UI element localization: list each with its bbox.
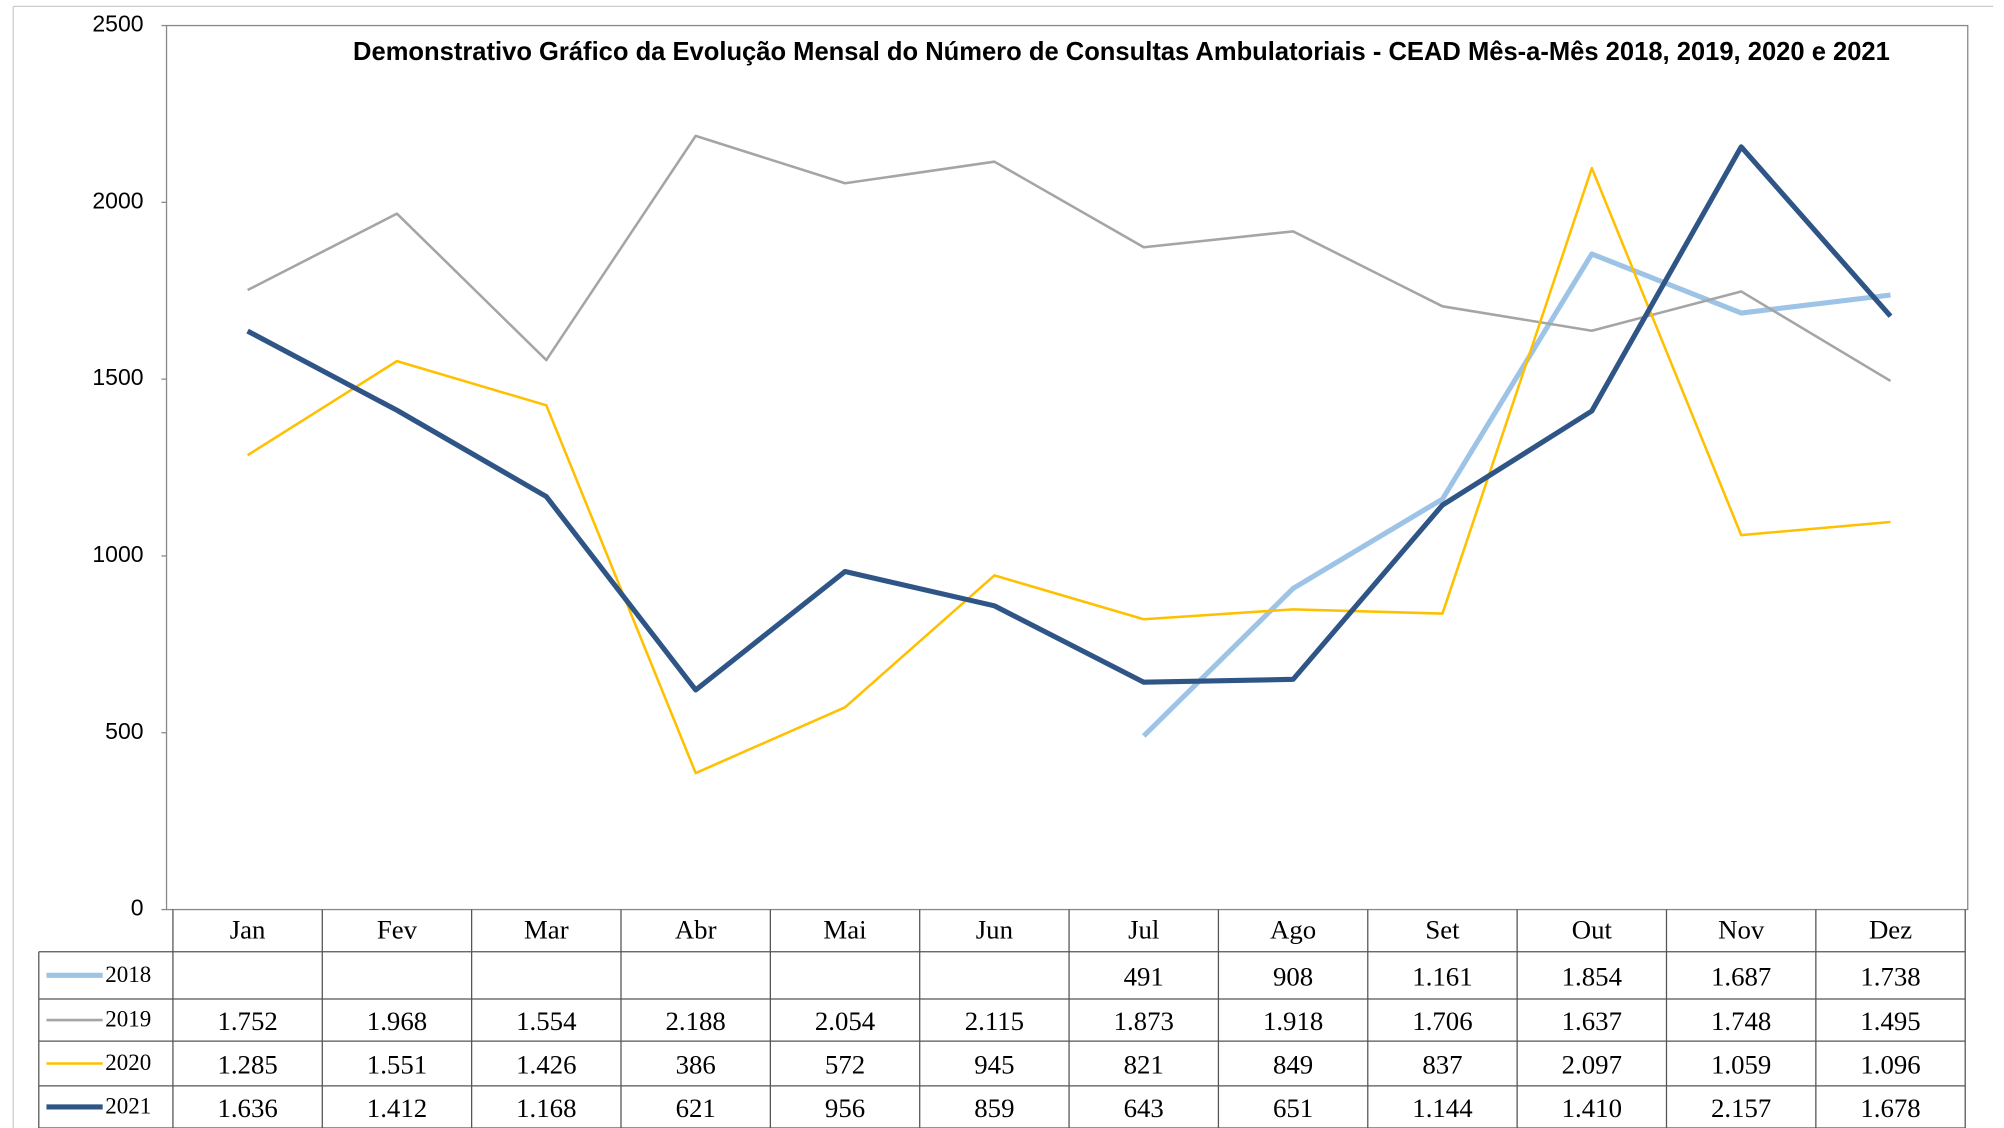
table-value: 1.144 <box>1412 1093 1472 1123</box>
table-value: 1.059 <box>1711 1049 1771 1079</box>
plot-frame <box>165 24 1969 911</box>
table-value: 651 <box>1273 1093 1313 1123</box>
x-tick-label: Out <box>1572 915 1613 945</box>
table-value: 1.636 <box>217 1093 277 1123</box>
table-value: 2.188 <box>666 1006 726 1036</box>
y-tick-label: 500 <box>105 718 143 744</box>
x-tick-label: Fev <box>377 915 418 945</box>
table-value: 2.054 <box>815 1006 875 1036</box>
table-value: 945 <box>974 1049 1014 1079</box>
table-value: 1.706 <box>1412 1006 1472 1036</box>
table-value: 1.748 <box>1711 1006 1771 1036</box>
table-value: 859 <box>974 1093 1014 1123</box>
x-tick-label: Dez <box>1869 915 1912 945</box>
series-line <box>246 144 1893 693</box>
table-value: 908 <box>1273 961 1313 991</box>
series-line <box>246 166 1891 775</box>
x-tick-label: Nov <box>1718 915 1765 945</box>
table-value: 386 <box>676 1049 716 1079</box>
y-tick-label: 1500 <box>92 364 143 390</box>
table-value: 1.412 <box>367 1093 427 1123</box>
x-tick-label: Mar <box>524 915 569 945</box>
table-value: 2.097 <box>1562 1049 1622 1079</box>
legend-label: 2018 <box>105 962 151 987</box>
table-value: 1.752 <box>217 1006 277 1036</box>
x-tick-label: Abr <box>675 915 717 945</box>
table-value: 1.495 <box>1860 1006 1920 1036</box>
table-value: 837 <box>1422 1049 1462 1079</box>
table-value: 1.161 <box>1412 961 1472 991</box>
table-value: 1.854 <box>1562 961 1622 991</box>
x-tick-label: Jul <box>1128 915 1159 945</box>
table-value: 821 <box>1124 1049 1164 1079</box>
x-tick-label: Jun <box>976 915 1013 945</box>
x-tick-label: Set <box>1425 915 1460 945</box>
table-value: 1.687 <box>1711 961 1771 991</box>
legend-label: 2021 <box>105 1093 151 1118</box>
table-value: 1.096 <box>1860 1049 1920 1079</box>
table-value: 1.738 <box>1860 961 1920 991</box>
y-tick-label: 0 <box>131 895 144 921</box>
table-value: 1.918 <box>1263 1006 1323 1036</box>
table-value: 1.873 <box>1114 1006 1174 1036</box>
y-tick-label: 2500 <box>92 11 143 37</box>
x-tick-label: Ago <box>1270 915 1316 945</box>
table-value: 1.285 <box>217 1049 277 1079</box>
table-value: 1.426 <box>516 1049 576 1079</box>
table-value: 1.637 <box>1562 1006 1622 1036</box>
table-value: 1.554 <box>516 1006 576 1036</box>
table-value: 1.168 <box>516 1093 576 1123</box>
legend-label: 2019 <box>105 1007 151 1032</box>
y-tick-label: 1000 <box>92 541 143 567</box>
title-box: Demonstrativo Gráfico da Evolução Mensal… <box>353 38 1890 67</box>
table-value: 621 <box>676 1093 716 1123</box>
table-value: 2.115 <box>965 1006 1024 1036</box>
table-value: 572 <box>825 1049 865 1079</box>
y-tick-label: 2000 <box>92 187 143 213</box>
x-tick-label: Mai <box>823 915 866 945</box>
table-value: 491 <box>1124 961 1164 991</box>
table-value: 643 <box>1124 1093 1164 1123</box>
table-value: 1.410 <box>1562 1093 1622 1123</box>
table-value: 956 <box>825 1093 865 1123</box>
series-line <box>1141 251 1891 738</box>
table-value: 1.968 <box>367 1006 427 1036</box>
x-tick-label: Jan <box>230 915 266 945</box>
chart-title: Demonstrativo Gráfico da Evolução Mensal… <box>353 38 1890 67</box>
table-value: 1.551 <box>367 1049 427 1079</box>
series-line <box>247 134 1892 383</box>
table-value: 2.157 <box>1711 1093 1771 1123</box>
table-value: 849 <box>1273 1049 1313 1079</box>
table-value: 1.678 <box>1860 1093 1920 1123</box>
legend-label: 2020 <box>105 1050 151 1075</box>
